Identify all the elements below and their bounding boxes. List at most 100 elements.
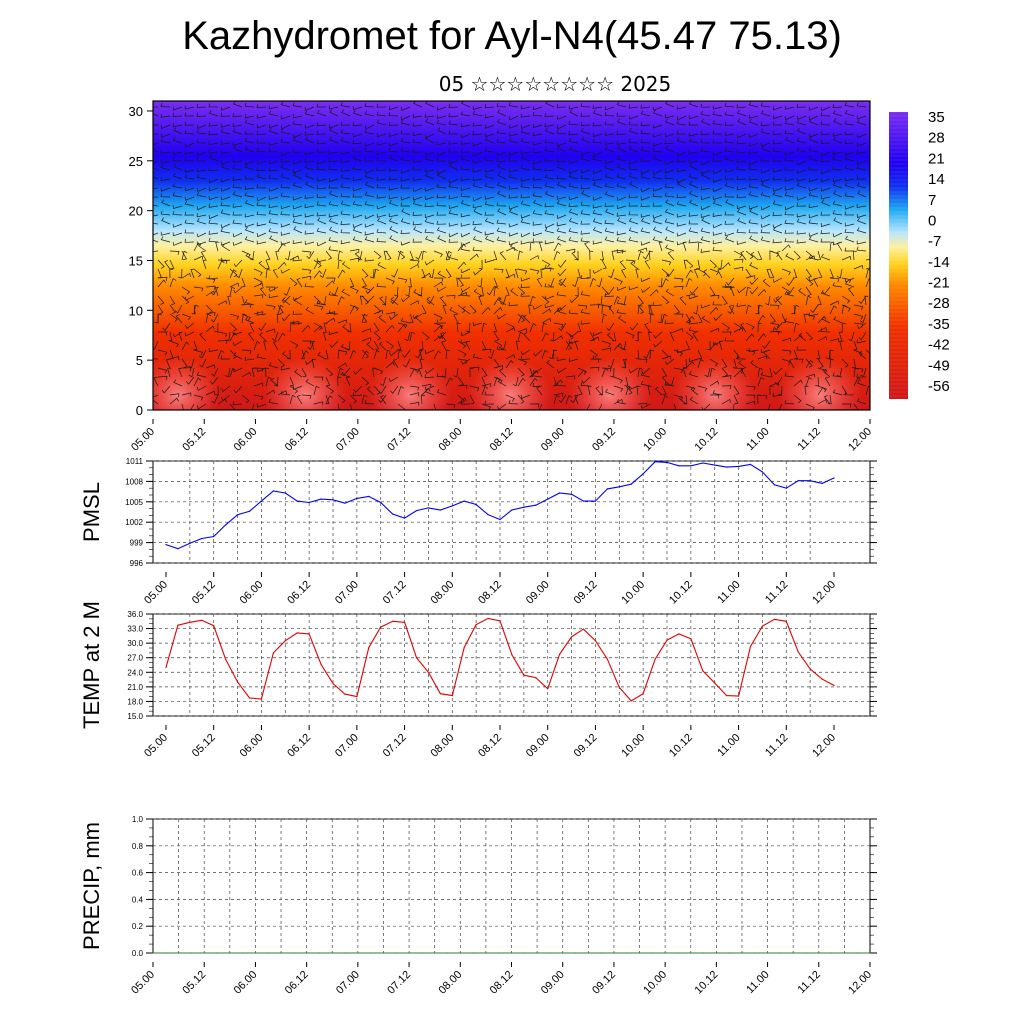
pmsl-point-26 <box>475 503 477 506</box>
wind-barb-351 <box>761 145 771 153</box>
wind-barb-1790 <box>750 360 759 369</box>
wind-barb-1509 <box>265 328 276 333</box>
wind-barb-1965 <box>690 386 699 396</box>
wind-barb-1270 <box>268 294 279 299</box>
wind-barb-1060 <box>637 250 644 261</box>
wind-barb-231 <box>760 128 771 135</box>
colorbar-label-0: 35 <box>928 109 945 126</box>
wind-barb-1187 <box>717 268 723 279</box>
wind-barb-1602 <box>653 340 663 348</box>
wind-barb-29 <box>496 103 507 108</box>
wind-barb-1341 <box>409 300 420 306</box>
wind-barb-873 <box>544 227 555 234</box>
wind-barb-1505 <box>217 331 228 338</box>
wind-barb-1036 <box>349 257 360 262</box>
wind-barb-1275 <box>328 291 339 297</box>
wind-barb-1998 <box>364 400 375 405</box>
wind-barb-1565 <box>217 340 228 345</box>
wind-barb-1837 <box>601 368 609 378</box>
wind-barb-1992 <box>296 394 303 405</box>
wind-barb-1747 <box>232 367 243 373</box>
wind-barb-1120 <box>630 260 639 270</box>
wind-barb-21 <box>400 106 411 111</box>
wind-barb-1212 <box>296 277 303 288</box>
wind-barb-1461 <box>400 317 411 324</box>
heatmap-x-tick-label-14: 12.00 <box>846 426 874 454</box>
wind-barb-38 <box>604 106 615 111</box>
wind-barb-1778 <box>610 367 615 378</box>
wind-barb-209 <box>496 129 507 135</box>
wind-barb-276 <box>581 136 591 144</box>
wind-barb-1740 <box>157 367 168 374</box>
wind-barb-267 <box>472 142 483 147</box>
wind-barb-1169 <box>505 273 516 279</box>
wind-barb-1417 <box>601 304 606 315</box>
wind-barb-1196 <box>829 277 840 283</box>
wind-barb-479 <box>856 165 867 171</box>
wind-barb-313 <box>304 151 315 156</box>
wind-barb-448 <box>484 168 495 173</box>
wind-barb-1542 <box>653 331 663 339</box>
wind-barb-954 <box>796 239 807 244</box>
wind-barb-357 <box>832 150 843 155</box>
wind-barb-752 <box>532 209 543 216</box>
wind-barb-399 <box>616 155 627 162</box>
wind-barb-1160 <box>397 277 408 284</box>
wind-barb-608 <box>244 192 255 198</box>
wind-barb-348 <box>724 147 735 153</box>
wind-barb-70 <box>268 110 279 117</box>
wind-barb-694 <box>556 200 567 207</box>
wind-barb-1614 <box>798 332 807 342</box>
wind-barb-623 <box>424 196 435 201</box>
wind-barb-1682 <box>181 358 188 369</box>
wind-barb-1241 <box>641 286 651 293</box>
wind-barb-799 <box>377 217 387 225</box>
wind-barb-42 <box>652 106 663 111</box>
wind-barb-184 <box>196 129 207 135</box>
wind-barb-766 <box>700 213 711 218</box>
wind-barb-1651 <box>520 349 531 356</box>
pmsl-point-0 <box>165 544 167 546</box>
wind-barb-1734 <box>805 358 813 368</box>
temp-point-13 <box>320 663 322 666</box>
wind-barb-1399 <box>385 311 396 316</box>
wind-barb-1717 <box>592 355 603 360</box>
wind-barb-1829 <box>499 368 507 378</box>
wind-barb-1058 <box>611 250 616 261</box>
wind-barb-724 <box>196 213 207 218</box>
temp-point-1 <box>177 624 179 626</box>
wind-barb-1231 <box>520 284 531 288</box>
wind-barb-1691 <box>282 351 291 360</box>
heatmap-y-tick-label-0: 0 <box>136 403 143 418</box>
wind-barb-255 <box>329 136 339 144</box>
wind-barb-1305 <box>688 295 699 300</box>
wind-barb-1132 <box>781 268 791 276</box>
wind-barb-1257 <box>832 282 843 288</box>
wind-barb-1152 <box>301 275 312 280</box>
wind-barb-641 <box>640 196 651 201</box>
wind-barb-828 <box>724 220 735 225</box>
wind-barb-1133 <box>793 268 798 279</box>
wind-barb-342 <box>652 147 663 153</box>
temp-point-32 <box>547 688 549 690</box>
wind-barb-1266 <box>229 286 236 297</box>
temp-point-38 <box>618 686 620 688</box>
precip-y-tick-label-5: 1.0 <box>132 815 144 824</box>
wind-barb-1320 <box>157 304 164 315</box>
wind-barb-971 <box>285 250 291 261</box>
wind-barb-1092 <box>301 268 312 274</box>
wind-barb-1776 <box>589 366 600 371</box>
wind-barb-1884 <box>445 377 454 387</box>
wind-barb-820 <box>628 218 639 225</box>
wind-barb-198 <box>364 129 375 135</box>
wind-barb-491 <box>280 173 291 180</box>
wind-barb-1924 <box>205 390 216 396</box>
wind-barb-376 <box>340 158 351 163</box>
wind-barb-1815 <box>337 367 344 378</box>
wind-barb-102 <box>653 109 663 117</box>
temp-point-34 <box>571 636 573 638</box>
wind-barb-1157 <box>361 277 367 288</box>
wind-barb-329 <box>496 151 507 156</box>
wind-barb-1670 <box>748 347 759 352</box>
wind-barb-1604 <box>685 340 690 351</box>
